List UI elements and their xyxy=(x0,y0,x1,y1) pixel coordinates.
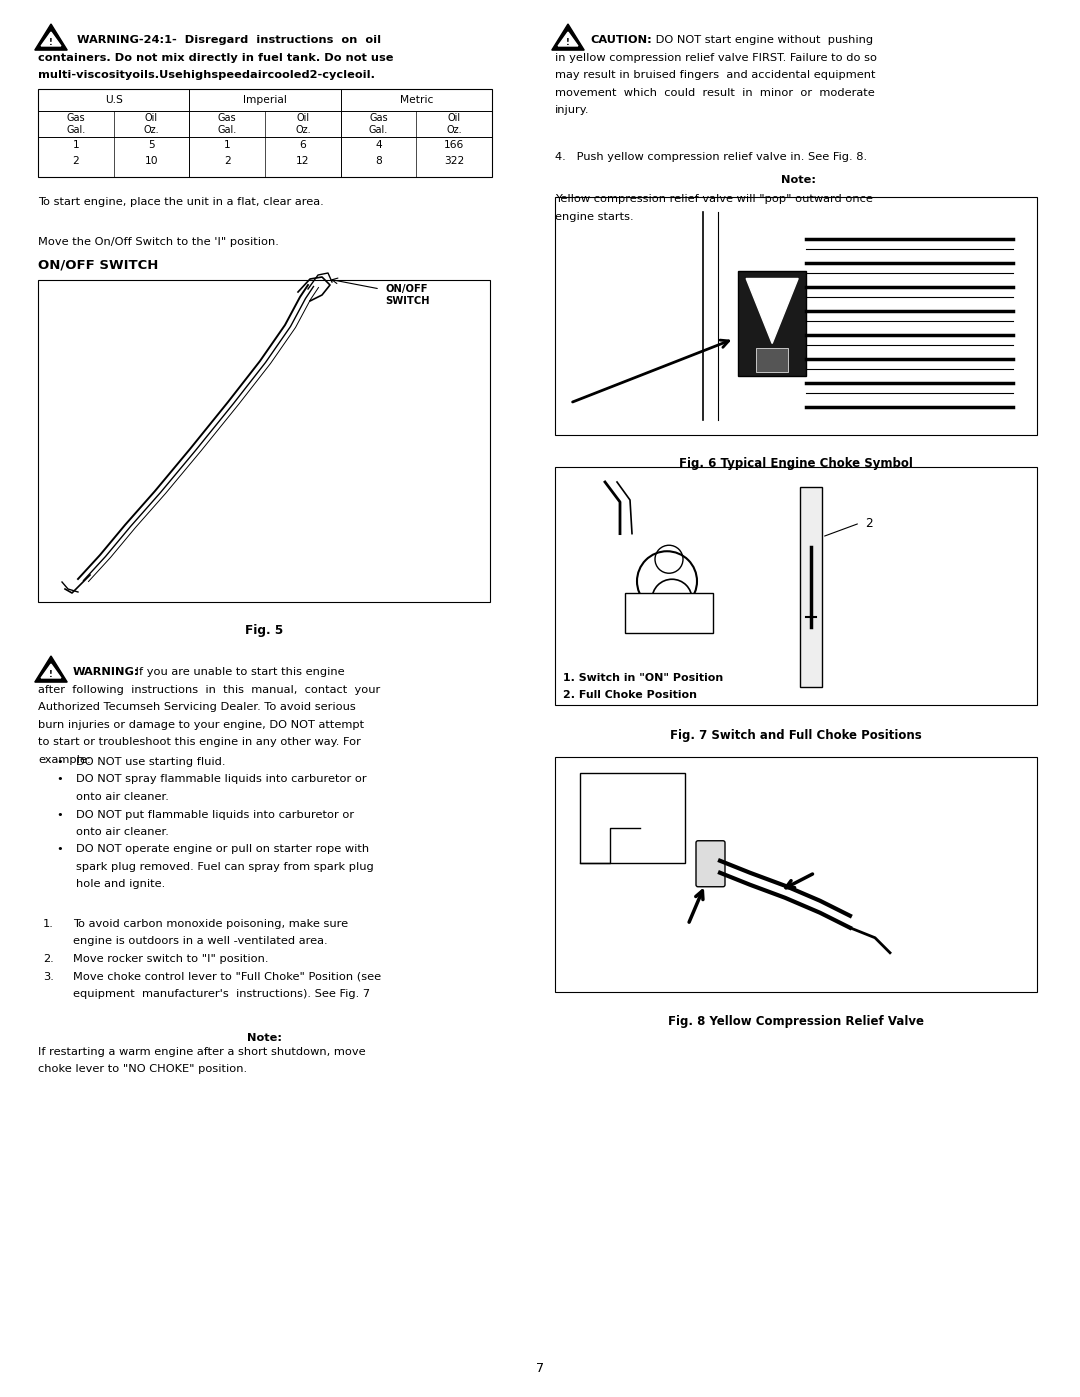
Text: •: • xyxy=(56,774,63,785)
Text: in yellow compression relief valve FIRST. Failure to do so: in yellow compression relief valve FIRST… xyxy=(555,53,877,63)
Text: DO NOT use starting fluid.: DO NOT use starting fluid. xyxy=(76,757,226,767)
Text: 322: 322 xyxy=(444,156,464,166)
Text: Gas
Gal.: Gas Gal. xyxy=(66,113,85,136)
Text: 12: 12 xyxy=(296,156,310,166)
Text: DO NOT put flammable liquids into carburetor or: DO NOT put flammable liquids into carbur… xyxy=(76,809,354,820)
Text: Move the On/Off Switch to the 'I" position.: Move the On/Off Switch to the 'I" positi… xyxy=(38,237,279,247)
Text: Fig. 5: Fig. 5 xyxy=(245,624,283,637)
Polygon shape xyxy=(552,24,584,50)
Text: Fig. 6 Typical Engine Choke Symbol: Fig. 6 Typical Engine Choke Symbol xyxy=(679,457,913,469)
Text: 10: 10 xyxy=(145,156,159,166)
FancyBboxPatch shape xyxy=(555,197,1037,434)
Text: Gas
Gal.: Gas Gal. xyxy=(217,113,237,136)
Text: onto air cleaner.: onto air cleaner. xyxy=(76,827,168,837)
Text: 1. Switch in "ON" Position: 1. Switch in "ON" Position xyxy=(563,673,724,683)
Text: onto air cleaner.: onto air cleaner. xyxy=(76,792,168,802)
Text: 1: 1 xyxy=(72,140,79,151)
Text: If you are unable to start this engine: If you are unable to start this engine xyxy=(133,666,346,678)
FancyBboxPatch shape xyxy=(555,757,1037,992)
Text: Oil
Oz.: Oil Oz. xyxy=(446,113,462,136)
Text: U.S: U.S xyxy=(105,95,123,105)
Text: 166: 166 xyxy=(444,140,464,151)
Text: Oil
Oz.: Oil Oz. xyxy=(295,113,311,136)
Text: •: • xyxy=(56,757,63,767)
Text: 4.   Push yellow compression relief valve in. See Fig. 8.: 4. Push yellow compression relief valve … xyxy=(555,152,867,162)
Text: 7: 7 xyxy=(536,1362,544,1375)
Text: containers. Do not mix directly in fuel tank. Do not use: containers. Do not mix directly in fuel … xyxy=(38,53,393,63)
FancyBboxPatch shape xyxy=(625,594,713,633)
Text: Imperial: Imperial xyxy=(243,95,287,105)
Text: 2: 2 xyxy=(224,156,230,166)
Text: Move choke control lever to "Full Choke" Position (see: Move choke control lever to "Full Choke"… xyxy=(73,971,381,982)
Text: Fig. 7 Switch and Full Choke Positions: Fig. 7 Switch and Full Choke Positions xyxy=(670,729,922,742)
Text: Oil
Oz.: Oil Oz. xyxy=(144,113,160,136)
Text: Move rocker switch to "I" position.: Move rocker switch to "I" position. xyxy=(73,954,269,964)
Polygon shape xyxy=(558,32,578,46)
FancyBboxPatch shape xyxy=(38,89,492,177)
Text: choke lever to "NO CHOKE" position.: choke lever to "NO CHOKE" position. xyxy=(38,1065,247,1074)
FancyBboxPatch shape xyxy=(800,488,822,687)
Text: equipment  manufacturer's  instructions). See Fig. 7: equipment manufacturer's instructions). … xyxy=(73,989,370,999)
Text: 6: 6 xyxy=(299,140,307,151)
Text: 1.: 1. xyxy=(43,919,54,929)
Text: engine starts.: engine starts. xyxy=(555,211,634,222)
Text: If restarting a warm engine after a short shutdown, move: If restarting a warm engine after a shor… xyxy=(38,1046,366,1058)
FancyBboxPatch shape xyxy=(555,467,1037,705)
Text: movement  which  could  result  in  minor  or  moderate: movement which could result in minor or … xyxy=(555,88,875,98)
Text: 3.: 3. xyxy=(43,971,54,982)
Text: 8: 8 xyxy=(375,156,382,166)
Text: ON/OFF SWITCH: ON/OFF SWITCH xyxy=(38,258,159,272)
Text: may result in bruised fingers  and accidental equipment: may result in bruised fingers and accide… xyxy=(555,70,876,80)
Text: Gas
Gal.: Gas Gal. xyxy=(369,113,388,136)
Text: To avoid carbon monoxide poisoning, make sure: To avoid carbon monoxide poisoning, make… xyxy=(73,919,348,929)
Text: Authorized Tecumseh Servicing Dealer. To avoid serious: Authorized Tecumseh Servicing Dealer. To… xyxy=(38,703,355,712)
Text: 2: 2 xyxy=(865,517,873,529)
Polygon shape xyxy=(35,24,67,50)
Text: example:: example: xyxy=(38,754,91,764)
Text: !: ! xyxy=(49,671,53,679)
Text: Yellow compression relief valve will "pop" outward once: Yellow compression relief valve will "po… xyxy=(555,194,873,204)
Text: DO NOT operate engine or pull on starter rope with: DO NOT operate engine or pull on starter… xyxy=(76,845,369,855)
FancyBboxPatch shape xyxy=(696,841,725,887)
Text: 2.: 2. xyxy=(43,954,54,964)
FancyBboxPatch shape xyxy=(756,348,788,372)
Text: !: ! xyxy=(49,38,53,47)
FancyBboxPatch shape xyxy=(38,279,490,602)
Text: WARNING-24:1-  Disregard  instructions  on  oil: WARNING-24:1- Disregard instructions on … xyxy=(73,35,381,45)
Text: DO NOT start engine without  pushing: DO NOT start engine without pushing xyxy=(652,35,873,45)
Text: to start or troubleshoot this engine in any other way. For: to start or troubleshoot this engine in … xyxy=(38,738,361,747)
Text: Fig. 8 Yellow Compression Relief Valve: Fig. 8 Yellow Compression Relief Valve xyxy=(669,1016,924,1028)
Polygon shape xyxy=(746,278,798,344)
Text: engine is outdoors in a well -ventilated area.: engine is outdoors in a well -ventilated… xyxy=(73,936,327,947)
FancyBboxPatch shape xyxy=(738,271,806,376)
Text: To start engine, place the unit in a flat, clear area.: To start engine, place the unit in a fla… xyxy=(38,197,324,207)
Text: Note:: Note: xyxy=(781,175,816,184)
Text: hole and ignite.: hole and ignite. xyxy=(76,880,165,890)
Polygon shape xyxy=(35,657,67,682)
Text: 2. Full Choke Position: 2. Full Choke Position xyxy=(563,690,697,700)
Text: ON/OFF
SWITCH: ON/OFF SWITCH xyxy=(384,284,430,306)
Text: 4: 4 xyxy=(375,140,382,151)
Text: injury.: injury. xyxy=(555,105,590,115)
Text: 1: 1 xyxy=(224,140,230,151)
Text: Note:: Note: xyxy=(247,1032,283,1044)
FancyBboxPatch shape xyxy=(580,774,685,863)
Text: !: ! xyxy=(566,38,570,47)
Text: Metric: Metric xyxy=(400,95,433,105)
Text: CAUTION:: CAUTION: xyxy=(590,35,651,45)
Text: DO NOT spray flammable liquids into carburetor or: DO NOT spray flammable liquids into carb… xyxy=(76,774,366,785)
Text: WARNING:: WARNING: xyxy=(73,666,139,678)
Polygon shape xyxy=(41,664,60,678)
Text: 5: 5 xyxy=(148,140,154,151)
Text: multi-viscosityoils.Usehighspeedaircooled2-cycleoil.: multi-viscosityoils.Usehighspeedaircoole… xyxy=(38,70,375,80)
Text: spark plug removed. Fuel can spray from spark plug: spark plug removed. Fuel can spray from … xyxy=(76,862,374,872)
Text: burn injuries or damage to your engine, DO NOT attempt: burn injuries or damage to your engine, … xyxy=(38,719,364,729)
Text: after  following  instructions  in  this  manual,  contact  your: after following instructions in this man… xyxy=(38,685,380,694)
Polygon shape xyxy=(41,32,60,46)
Text: •: • xyxy=(56,845,63,855)
Text: 2: 2 xyxy=(72,156,79,166)
Text: •: • xyxy=(56,809,63,820)
